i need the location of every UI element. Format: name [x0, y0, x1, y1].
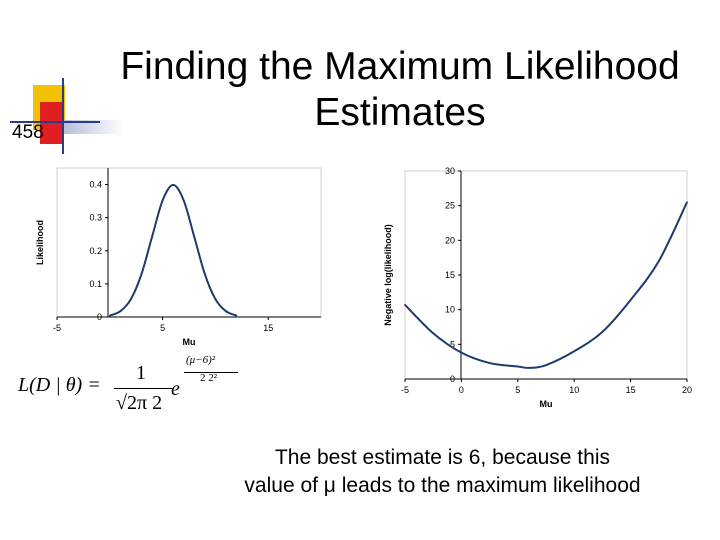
data-point	[214, 298, 217, 300]
data-point	[629, 299, 632, 301]
x-tick-label: 5	[160, 323, 165, 333]
formula-exp-denominator: 2 2²	[200, 372, 218, 384]
slide-caption: The best estimate is 6, because this val…	[200, 444, 685, 500]
data-point	[545, 364, 547, 366]
x-axis-title: Mu	[540, 399, 553, 409]
x-tick-label: 20	[682, 385, 692, 395]
data-point	[204, 273, 206, 275]
data-point	[404, 304, 406, 306]
formula-fraction-bar	[114, 388, 172, 389]
y-tick-label: 20	[445, 235, 455, 245]
data-point	[182, 199, 185, 202]
y-axis-title: Likelihood	[35, 220, 45, 265]
data-point	[460, 351, 463, 354]
y-tick-label: 30	[445, 166, 455, 176]
x-tick-label: 5	[515, 385, 520, 395]
data-point	[151, 236, 153, 238]
data-point	[432, 332, 435, 335]
slide-number: 458	[12, 122, 44, 143]
data-point	[517, 365, 519, 368]
y-tick-label: 10	[445, 305, 455, 315]
x-tick-label: 10	[569, 385, 579, 395]
formula-numerator: 1	[136, 362, 146, 384]
series-line	[404, 201, 688, 369]
data-point	[528, 367, 530, 369]
x-tick-label: 15	[263, 323, 273, 333]
data-point	[140, 273, 143, 275]
x-tick-label: -5	[401, 385, 409, 395]
data-point	[601, 331, 604, 333]
data-point	[119, 310, 122, 313]
formula-exp-numerator: (μ−6)²	[186, 354, 216, 366]
y-tick-label: 5	[450, 339, 455, 349]
data-point	[235, 314, 238, 317]
data-point	[172, 184, 174, 186]
formula-exp-bar	[184, 372, 238, 373]
data-point	[488, 362, 491, 364]
title-accent-fade	[64, 120, 124, 134]
data-point	[109, 314, 111, 317]
formula-denominator: √2π 2	[116, 392, 163, 414]
data-point	[225, 310, 227, 313]
x-tick-label: 0	[459, 385, 464, 395]
y-tick-label: 0.3	[89, 213, 102, 223]
slide-title-line-2: Estimates	[314, 91, 486, 134]
data-point	[658, 260, 660, 262]
title-accent-red	[40, 102, 64, 144]
formula-lhs: L(D | θ) =	[18, 374, 101, 396]
title-accent-vertical-line	[62, 78, 64, 154]
caption-line-2: value of μ leads to the maximum likeliho…	[244, 474, 641, 497]
y-axis-title: Negative log(likelihood)	[383, 224, 393, 326]
formula-exp-base: e	[171, 378, 180, 400]
x-tick-label: 15	[626, 385, 636, 395]
data-point	[130, 298, 132, 300]
y-tick-label: 25	[445, 201, 455, 211]
y-tick-label: 0.4	[89, 180, 102, 190]
data-point	[193, 236, 196, 238]
slide-title-line-1: Finding the Maximum Likelihood	[120, 45, 680, 88]
data-point	[573, 350, 575, 353]
title-accent-horizontal-line	[10, 121, 100, 123]
slide-title: Finding the Maximum Likelihood Estimates	[105, 44, 695, 136]
data-point	[161, 199, 164, 202]
caption-line-1: The best estimate is 6, because this	[274, 446, 610, 469]
y-tick-label: 0.2	[89, 246, 102, 256]
y-tick-label: 15	[445, 270, 455, 280]
y-tick-label: 0.1	[89, 279, 102, 289]
x-tick-label: -5	[53, 323, 61, 333]
x-axis-title: Mu	[183, 337, 196, 347]
data-point	[686, 201, 688, 203]
